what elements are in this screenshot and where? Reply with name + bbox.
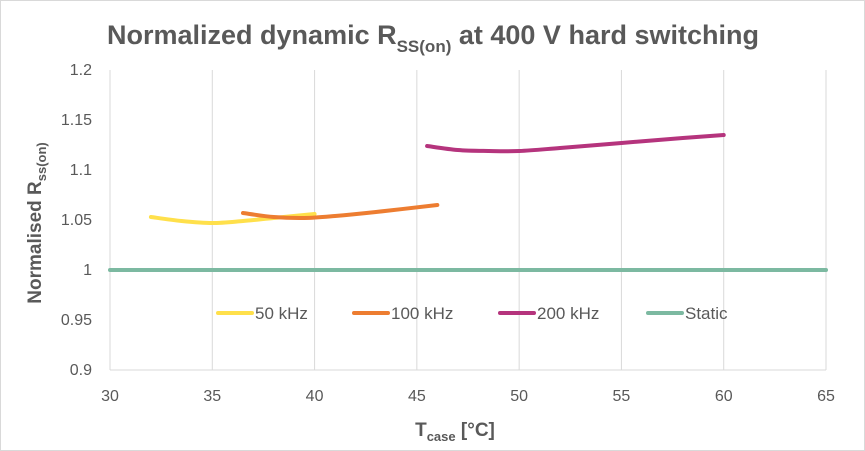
legend-label-200-khz: 200 kHz xyxy=(537,304,599,323)
legend-label-100-khz: 100 kHz xyxy=(391,304,453,323)
legend-label-50-khz: 50 kHz xyxy=(255,304,308,323)
y-axis-title-main: Normalised R xyxy=(25,181,46,304)
x-tick-label: 30 xyxy=(101,388,119,405)
x-tick-label: 40 xyxy=(306,388,324,405)
y-tick-label: 0.95 xyxy=(61,312,92,329)
series-lines xyxy=(108,133,828,272)
chart-title: Normalized dynamic RSS(on) at 400 V hard… xyxy=(107,20,759,56)
y-tick-label: 1 xyxy=(83,262,92,279)
y-axis-ticks: 0.9 0.95 1 1.05 1.1 1.15 1.2 xyxy=(61,62,92,379)
chart-title-subscript: SS(on) xyxy=(397,37,452,56)
x-tick-label: 65 xyxy=(817,388,835,405)
y-axis-title: Normalised Rss(on) xyxy=(25,142,49,303)
chart-title-main: Normalized dynamic R xyxy=(107,20,397,50)
x-axis-ticks: 30 35 40 45 50 55 60 65 xyxy=(101,388,835,405)
y-tick-label: 1.2 xyxy=(70,62,92,79)
x-axis-title: Tcase [°C] xyxy=(415,420,495,444)
series-line-100-khz xyxy=(240,203,440,221)
y-axis-title-subscript: ss(on) xyxy=(34,142,49,181)
x-axis-title-subscript: case xyxy=(427,429,456,444)
x-axis-title-main: T xyxy=(415,420,427,441)
chart-title-rest: at 400 V hard switching xyxy=(451,20,759,50)
x-tick-label: 60 xyxy=(715,388,733,405)
x-tick-label: 50 xyxy=(510,388,528,405)
y-tick-label: 1.1 xyxy=(70,162,92,179)
y-tick-label: 1.05 xyxy=(61,212,92,229)
x-axis-title-rest: [°C] xyxy=(456,420,495,441)
x-tick-label: 35 xyxy=(203,388,221,405)
series-line-200-khz xyxy=(425,133,726,154)
legend-label-static: Static xyxy=(685,304,728,323)
x-tick-label: 55 xyxy=(613,388,631,405)
y-tick-label: 1.15 xyxy=(61,112,92,129)
legend: 50 kHz 100 kHz 200 kHz Static xyxy=(216,304,728,323)
y-tick-label: 0.9 xyxy=(70,362,92,379)
gridlines xyxy=(109,70,827,371)
x-tick-label: 45 xyxy=(408,388,426,405)
